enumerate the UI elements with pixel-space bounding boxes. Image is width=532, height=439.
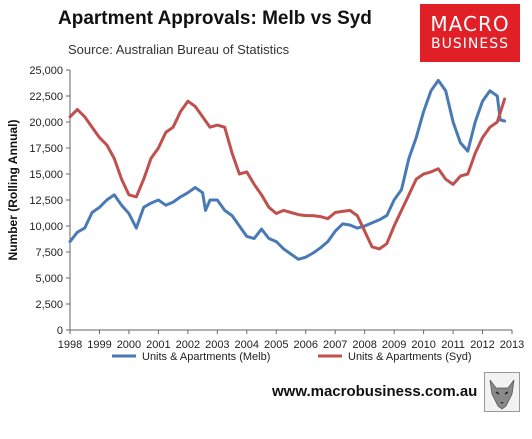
y-tick-label: 20,000	[29, 117, 63, 129]
series-line-melb	[68, 78, 507, 261]
y-tick-label: 12,500	[29, 195, 63, 207]
legend-label: Units & Apartments (Syd)	[348, 351, 472, 363]
y-tick-label: 25,000	[29, 65, 63, 77]
x-tick-label: 2000	[117, 339, 141, 351]
y-tick-label: 15,000	[29, 169, 63, 181]
x-tick-label: 2006	[293, 339, 317, 351]
x-tick-label: 2012	[470, 339, 494, 351]
x-tick-label: 2003	[205, 339, 229, 351]
x-tick-label: 2011	[441, 339, 465, 351]
x-tick-label: 2002	[176, 339, 200, 351]
y-tick-label: 17,500	[29, 143, 63, 155]
x-tick-label: 2005	[264, 339, 288, 351]
y-tick-label: 0	[57, 325, 63, 337]
chart-subtitle: Source: Australian Bureau of Statistics	[68, 42, 290, 57]
series-line-syd	[68, 97, 507, 251]
x-tick-label: 1999	[87, 339, 111, 351]
y-axis-label: Number (Rolling Annual)	[6, 120, 20, 261]
y-tick-label: 7,500	[35, 247, 63, 259]
x-tick-label: 2007	[323, 339, 347, 351]
y-tick-label: 2,500	[35, 299, 63, 311]
y-tick-label: 10,000	[29, 221, 63, 233]
macrobusiness-logo: MACRO BUSINESS	[420, 4, 520, 62]
x-tick-label: 2001	[146, 339, 170, 351]
series-lines	[68, 78, 507, 261]
x-axis: 1998 1999 2000 2001 2002 2003 2004 2005 2006 2007…	[58, 329, 524, 351]
wolf-logo-icon	[484, 372, 520, 412]
x-tick-label: 2010	[411, 339, 435, 351]
y-tick-label: 5,000	[35, 273, 63, 285]
footer-url: www.macrobusiness.com.au	[272, 383, 478, 400]
x-tick-label: 2013	[500, 339, 524, 351]
legend-label: Units & Apartments (Melb)	[142, 351, 270, 363]
chart-title: Apartment Approvals: Melb vs Syd	[58, 8, 372, 29]
logo-line-2: BUSINESS	[431, 36, 509, 52]
legend: Units & Apartments (Melb) Units & Apartme…	[112, 351, 472, 363]
x-tick-label: 2009	[382, 339, 406, 351]
x-tick-label: 1998	[58, 339, 82, 351]
logo-line-1: MACRO	[430, 12, 510, 36]
x-tick-label: 2004	[235, 339, 259, 351]
y-axis: 0 2,500 5,000 7,500 10,000 12,500 15,000 17,500…	[29, 65, 71, 337]
y-tick-label: 22,500	[29, 91, 63, 103]
x-tick-label: 2008	[352, 339, 376, 351]
